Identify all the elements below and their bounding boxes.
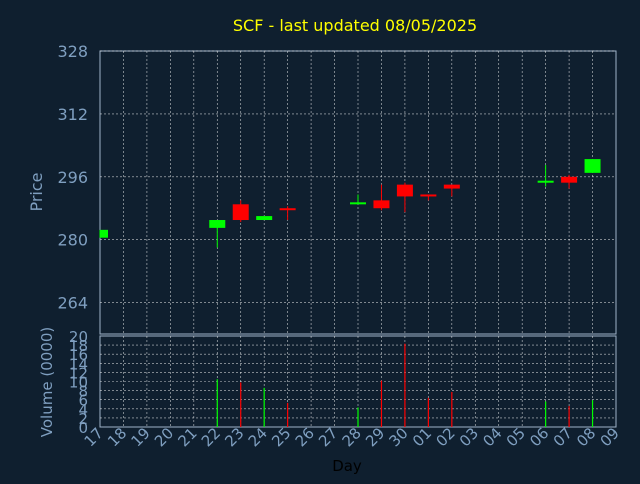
price-tick-label: 328 [57, 42, 88, 61]
candle-body [279, 208, 296, 211]
volume-tick-label: 20 [69, 328, 88, 346]
x-tick-label: 18 [104, 424, 130, 450]
chart-title: SCF - last updated 08/05/2025 [233, 16, 477, 35]
x-tick-label: 29 [362, 424, 388, 450]
candle-body [256, 216, 273, 221]
x-tick-label: 03 [456, 424, 482, 450]
candle-body [420, 194, 437, 197]
candle-body [584, 159, 601, 173]
volume-tick-label: 6 [78, 392, 88, 410]
volume-tick-label: 0 [78, 419, 88, 437]
x-tick-label: 30 [386, 424, 412, 450]
price-tick-label: 264 [57, 294, 88, 313]
candle-body [373, 200, 390, 209]
candle-body [443, 184, 460, 189]
price-axis-label: Price [27, 172, 46, 211]
candle-body [100, 229, 108, 238]
x-tick-label: 24 [245, 424, 271, 450]
x-tick-label: 07 [550, 424, 576, 450]
volume-axis-label: Volume (0000) [38, 327, 56, 437]
x-tick-label: 23 [221, 424, 247, 450]
volume-tick-label: 12 [69, 364, 88, 382]
candle-body [537, 180, 554, 183]
candle-body [232, 204, 249, 221]
x-tick-label: 01 [409, 424, 435, 450]
x-tick-label: 09 [597, 424, 623, 450]
volume-tick-label: 10 [69, 374, 88, 392]
volume-tick-label: 16 [69, 346, 88, 364]
x-tick-label: 06 [526, 424, 552, 450]
x-tick-label: 26 [292, 424, 318, 450]
x-tick-label: 04 [479, 424, 505, 450]
x-tick-label: 21 [174, 424, 200, 450]
volume-tick-label: 18 [69, 337, 88, 355]
x-tick-label: 08 [573, 424, 599, 450]
x-tick-label: 28 [339, 424, 365, 450]
price-tick-label: 296 [57, 168, 88, 187]
x-tick-label: 20 [151, 424, 177, 450]
x-tick-label: 05 [503, 424, 529, 450]
volume-tick-label: 2 [78, 410, 88, 428]
price-tick-label: 280 [57, 231, 88, 250]
x-tick-label: 27 [315, 424, 341, 450]
candle-body [350, 202, 366, 205]
volume-tick-label: 8 [78, 383, 88, 401]
candle-body [209, 220, 226, 228]
volume-tick-label: 14 [69, 355, 88, 373]
x-axis-label: Day [332, 457, 362, 475]
x-tick-label: 02 [432, 424, 458, 450]
candle-body [396, 184, 413, 197]
price-tick-label: 312 [57, 105, 88, 124]
volume-tick-label: 4 [78, 401, 88, 419]
candle-body [561, 176, 578, 183]
x-tick-label: 22 [198, 424, 224, 450]
x-tick-label: 19 [128, 424, 154, 450]
x-tick-label: 25 [268, 424, 294, 450]
